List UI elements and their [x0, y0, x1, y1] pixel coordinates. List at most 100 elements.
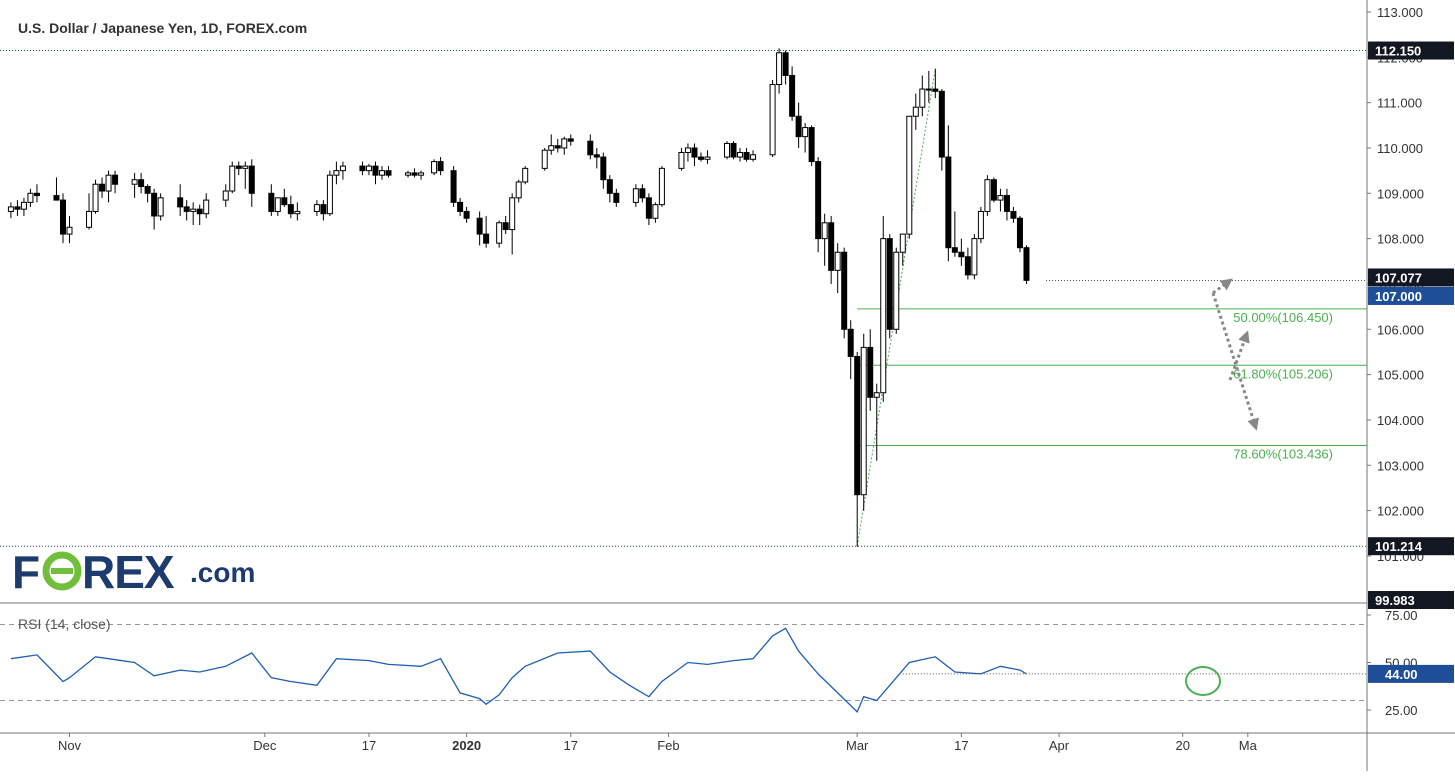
candle-body — [938, 90, 945, 158]
candle-body — [509, 197, 516, 231]
candle-body — [1003, 195, 1010, 212]
price-tick-label: 106.000 — [1377, 322, 1424, 337]
candle-body — [476, 217, 483, 235]
price-label-box — [1368, 286, 1454, 305]
candle-body — [20, 201, 27, 210]
chart-title: U.S. Dollar / Japanese Yen, 1D, FOREX.co… — [18, 20, 307, 36]
candle-body — [684, 147, 691, 154]
candle-body — [222, 190, 229, 201]
candle-body — [893, 251, 900, 330]
candle-body — [880, 238, 887, 394]
candle-body — [776, 52, 783, 86]
candle-body — [294, 210, 301, 215]
price-label-box — [1368, 591, 1454, 609]
candle-body — [196, 208, 203, 215]
candle-body — [750, 154, 757, 160]
candle-body — [652, 204, 659, 219]
candle-body — [287, 204, 294, 215]
candle-body — [339, 165, 346, 172]
arrow-down-target — [1211, 292, 1259, 431]
candle-body — [541, 149, 548, 169]
candle-body — [704, 156, 711, 160]
candle-body — [151, 192, 158, 217]
candle-body — [743, 152, 750, 160]
candle-body — [59, 199, 66, 235]
candle-body — [645, 197, 652, 219]
candle-body — [867, 346, 874, 398]
candle-body — [769, 84, 776, 156]
rsi-current-text: 44.00 — [1385, 667, 1418, 682]
candle-body — [385, 170, 392, 176]
candle-body — [1023, 247, 1030, 281]
candle-body — [248, 165, 255, 194]
price-label-text: 112.150 — [1375, 44, 1421, 59]
time-tick-label: Apr — [1049, 738, 1070, 753]
candle-body — [951, 247, 958, 253]
candle-body — [587, 140, 594, 156]
candle-body — [984, 179, 991, 212]
time-tick-label: 17 — [362, 738, 376, 753]
candle-body — [912, 106, 919, 117]
fib-level-label: 50.00%(106.450) — [1233, 310, 1333, 325]
candle-body — [53, 195, 60, 201]
candle-body — [873, 392, 880, 398]
price-tick-label: 111.000 — [1377, 96, 1422, 111]
candle-body — [906, 115, 913, 235]
candle-body — [854, 355, 861, 496]
candle-body — [990, 179, 997, 201]
candle-body — [411, 172, 418, 176]
candle-body — [997, 195, 1004, 201]
time-tick-label: Nov — [58, 738, 82, 753]
candle-body — [1016, 217, 1023, 249]
rsi-title: RSI (14, close) — [18, 616, 111, 632]
candle-body — [802, 127, 809, 138]
price-tick-label: 109.000 — [1377, 186, 1424, 201]
candle-body — [99, 183, 106, 192]
time-tick-label: Feb — [657, 738, 679, 753]
candle-body — [919, 88, 926, 108]
candle-body — [66, 226, 73, 235]
fib-level-label: 61.80%(105.206) — [1233, 366, 1333, 381]
candlestick-series — [7, 48, 1030, 547]
time-tick-label: Dec — [253, 738, 277, 753]
time-tick-label: 2020 — [452, 738, 481, 753]
candle-body — [834, 251, 841, 271]
candle-body — [359, 165, 366, 172]
candle-body — [932, 88, 939, 92]
price-grid — [0, 50, 1367, 547]
rsi-line — [10, 627, 1027, 714]
candle-body — [977, 210, 984, 240]
candle-body — [724, 142, 731, 158]
candle-body — [203, 199, 210, 215]
candle-body — [112, 174, 119, 185]
price-tick-label: 104.000 — [1377, 413, 1424, 428]
candle-body — [658, 167, 665, 206]
time-tick-label: Mar — [846, 738, 869, 753]
candle-body — [821, 222, 828, 240]
candle-body — [372, 165, 379, 176]
candle-body — [183, 206, 190, 212]
price-label-box — [1368, 41, 1454, 60]
candle-body — [808, 127, 815, 163]
candle-body — [268, 192, 275, 212]
candle-body — [86, 210, 93, 228]
candle-body — [697, 156, 704, 160]
candle-body — [899, 233, 906, 253]
candle-body — [606, 179, 613, 194]
candle-body — [14, 206, 21, 210]
candle-body — [105, 174, 112, 192]
candle-body — [678, 152, 685, 169]
candle-body — [274, 197, 281, 212]
candle-body — [131, 179, 138, 185]
candle-body — [789, 74, 796, 117]
candle-body — [593, 154, 600, 158]
forex-logo: F REX .com — [12, 546, 255, 598]
rsi-current-box — [1368, 664, 1454, 683]
price-tick-label: 108.000 — [1377, 232, 1424, 247]
candle-body — [1010, 210, 1017, 219]
